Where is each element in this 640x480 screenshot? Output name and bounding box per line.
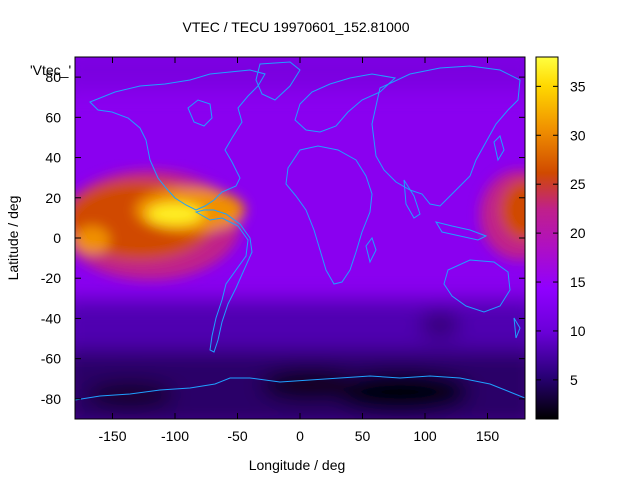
coast-south-america (194, 209, 253, 353)
colorbar-tick-label: 10 (570, 323, 586, 339)
x-tick-label: -150 (98, 428, 126, 444)
key-label: 'Vtec_' (30, 62, 71, 78)
y-tick-label: -40 (41, 310, 61, 326)
colorbar-gradient (535, 56, 559, 420)
coast-africa (285, 145, 373, 285)
coast-madagascar (365, 236, 377, 264)
coast-asia (371, 65, 521, 207)
colorbar: 5 10 15 20 25 30 35 (535, 56, 586, 420)
coast-antarctica (75, 375, 525, 401)
colorbar-tick-label: 25 (570, 176, 586, 192)
x-tick-label: -100 (161, 428, 189, 444)
wpac-inner (500, 180, 525, 240)
x-tick-label: 50 (355, 428, 371, 444)
y-tick-label: 60 (45, 109, 61, 125)
y-tick-label: 0 (53, 230, 61, 246)
x-tick-label: 150 (476, 428, 500, 444)
polar-minimum-2 (260, 369, 360, 401)
coast-indonesia (434, 221, 488, 241)
pacific-peak (75, 226, 110, 254)
coast-north-america (89, 69, 266, 211)
colorbar-tick-label: 5 (570, 372, 578, 388)
coast-hudson (187, 99, 213, 127)
polar-minimum-3 (85, 381, 175, 409)
colorbar-tick-label: 15 (570, 274, 586, 290)
y-tick-label: 40 (45, 150, 61, 166)
x-axis-label: Longitude / deg (249, 457, 346, 473)
y-axis-label: Latitude / deg (5, 196, 21, 281)
x-axis: -150 -100 -50 0 50 100 150 (98, 57, 499, 444)
y-tick-label: -20 (41, 270, 61, 286)
y-tick-label: 80 (45, 69, 61, 85)
colorbar-tick-label: 20 (570, 225, 586, 241)
x-tick-label: 0 (296, 428, 304, 444)
coastlines (75, 61, 525, 401)
colorbar-ticks: 5 10 15 20 25 30 35 (536, 78, 586, 388)
coast-australia (443, 259, 511, 313)
y-axis: -80 -60 -40 -20 0 20 40 60 80 (41, 69, 525, 407)
anomaly-max (147, 203, 203, 225)
x-tick-label: -50 (227, 428, 247, 444)
coast-india (403, 179, 421, 219)
polar-minimum (330, 372, 470, 412)
y-tick-label: 20 (45, 190, 61, 206)
x-tick-label: 100 (413, 428, 437, 444)
coast-greenland (255, 61, 301, 101)
colorbar-tick-label: 30 (570, 127, 586, 143)
coast-nz (513, 317, 521, 339)
y-tick-label: -80 (41, 391, 61, 407)
colorbar-tick-label: 35 (570, 78, 586, 94)
y-tick-label: -60 (41, 351, 61, 367)
heatmap-area (75, 57, 525, 419)
chart-title: VTEC / TECU 19970601_152.81000 (182, 19, 409, 35)
coast-japan (493, 135, 505, 162)
mid-south-dark (420, 313, 460, 337)
